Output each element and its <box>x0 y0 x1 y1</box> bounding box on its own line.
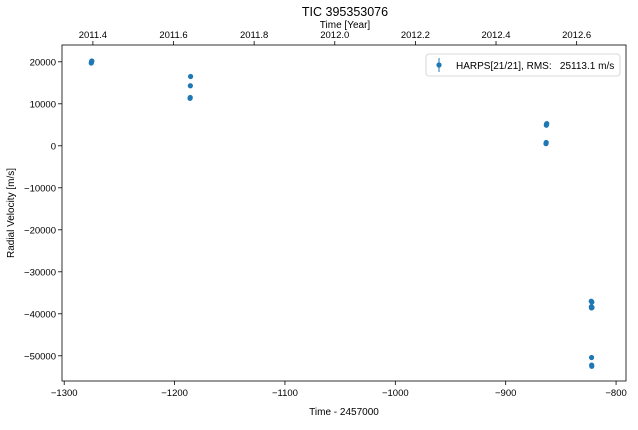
y-tick-label: 10000 <box>30 99 56 110</box>
chart-title: TIC 395353076 <box>302 5 388 19</box>
plot-frame <box>61 44 627 382</box>
legend-label: HARPS[21/21], RMS: 25113.1 m/s <box>456 61 614 72</box>
x-tick-label: −1000 <box>382 388 409 399</box>
y-tick-label: −20000 <box>24 225 56 236</box>
data-point <box>187 94 193 101</box>
top-tick-label: 2011.6 <box>159 30 187 41</box>
top-tick-label: 2012.4 <box>481 30 510 41</box>
x-axis-label: Time - 2457000 <box>309 407 379 418</box>
data-point <box>187 83 193 89</box>
y-tick-label: 0 <box>51 141 56 152</box>
data-points <box>88 58 595 369</box>
y-tick-label: −50000 <box>24 351 56 362</box>
x-tick-label: −800 <box>605 388 626 399</box>
legend: HARPS[21/21], RMS: 25113.1 m/s <box>425 53 621 77</box>
x-tick-label: −1300 <box>51 388 78 399</box>
top-axis-ticks: 2011.4 2011.6 2011.8 2012.0 2012.2 2012.4 2012… <box>79 30 591 45</box>
x-axis-ticks: −1300 −1200 −1100 −1000 −900 −800 <box>51 381 627 399</box>
top-tick-label: 2012.6 <box>562 30 591 41</box>
y-tick-label: 20000 <box>30 57 56 68</box>
legend-box <box>425 53 621 77</box>
data-point <box>589 299 595 305</box>
top-axis-label: Time [Year] <box>320 20 371 31</box>
y-axis-ticks: 20000 10000 0 −10000 −20000 −30000 −40000 −5000… <box>24 57 62 362</box>
data-point <box>543 139 549 146</box>
data-point <box>588 354 595 361</box>
legend-marker <box>436 62 442 68</box>
data-point <box>187 73 194 80</box>
data-point <box>89 58 95 64</box>
x-tick-label: −1200 <box>161 388 188 399</box>
x-tick-label: −1100 <box>272 388 298 399</box>
data-point <box>544 120 550 127</box>
data-point <box>589 363 595 369</box>
y-axis-label: Radial Velocity [m/s] <box>6 168 17 258</box>
top-tick-label: 2011.8 <box>240 30 268 41</box>
y-tick-label: −40000 <box>24 309 56 320</box>
top-tick-label: 2012.2 <box>401 30 430 41</box>
y-tick-label: −30000 <box>24 267 56 278</box>
x-tick-label: −900 <box>495 388 516 399</box>
top-tick-label: 2012.0 <box>320 30 349 41</box>
top-tick-label: 2011.4 <box>79 30 107 41</box>
data-point <box>589 304 595 311</box>
y-tick-label: −10000 <box>24 183 56 194</box>
